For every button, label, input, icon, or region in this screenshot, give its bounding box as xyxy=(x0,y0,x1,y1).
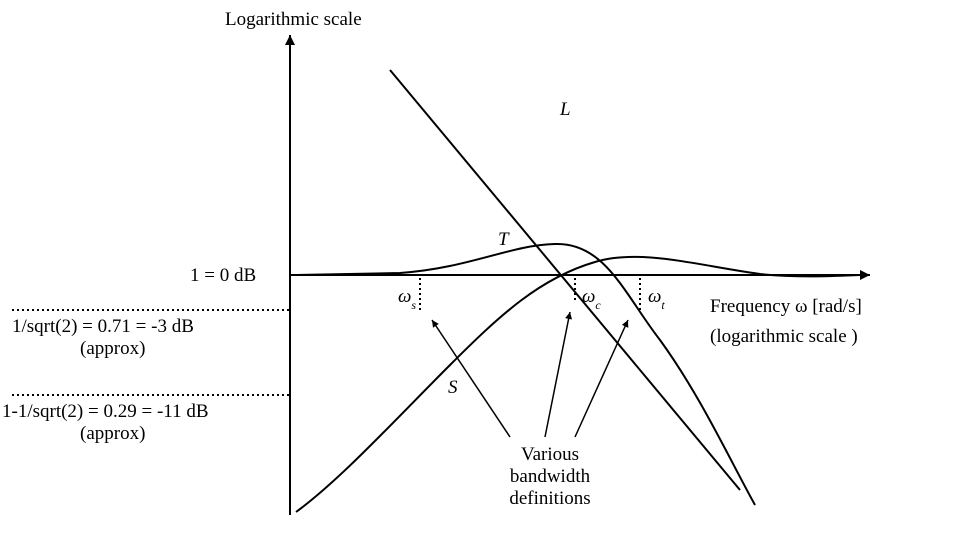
curve-T-label: T xyxy=(498,229,510,250)
pointer-line-2 xyxy=(575,320,628,437)
caption-1: Various xyxy=(521,444,579,465)
omega-s-label: ωs xyxy=(398,286,416,312)
arrowhead xyxy=(285,35,295,45)
curve-L xyxy=(390,70,740,490)
y-axis-title: Logarithmic scale xyxy=(225,9,362,30)
neg11db-label: 1-1/sqrt(2) = 0.29 = -11 dB xyxy=(2,401,209,422)
pointer-line-1 xyxy=(545,312,570,437)
caption-2: bandwidth xyxy=(510,466,591,487)
neg11db-approx: (approx) xyxy=(80,423,145,444)
caption-3: definitions xyxy=(509,488,590,509)
curve-L-label: L xyxy=(559,99,571,120)
arrowhead xyxy=(860,270,870,280)
curve-S-label: S xyxy=(448,377,458,398)
omega-t-label: ωt xyxy=(648,286,665,312)
arrowhead xyxy=(565,312,572,320)
bode-bandwidth-diagram: Logarithmic scale 1 = 0 dB 1/sqrt(2) = 0.7… xyxy=(0,0,965,541)
neg3db-approx: (approx) xyxy=(80,338,145,359)
x-axis-label-2: (logarithmic scale ) xyxy=(710,326,858,347)
pointer-line-0 xyxy=(432,320,510,437)
x-axis-label-1: Frequency ω [rad/s] xyxy=(710,296,862,317)
omega-c-label: ωc xyxy=(582,286,601,312)
neg3db-label: 1/sqrt(2) = 0.71 = -3 dB xyxy=(12,316,194,337)
zero-db-label: 1 = 0 dB xyxy=(190,265,256,286)
arrowhead xyxy=(432,320,439,328)
